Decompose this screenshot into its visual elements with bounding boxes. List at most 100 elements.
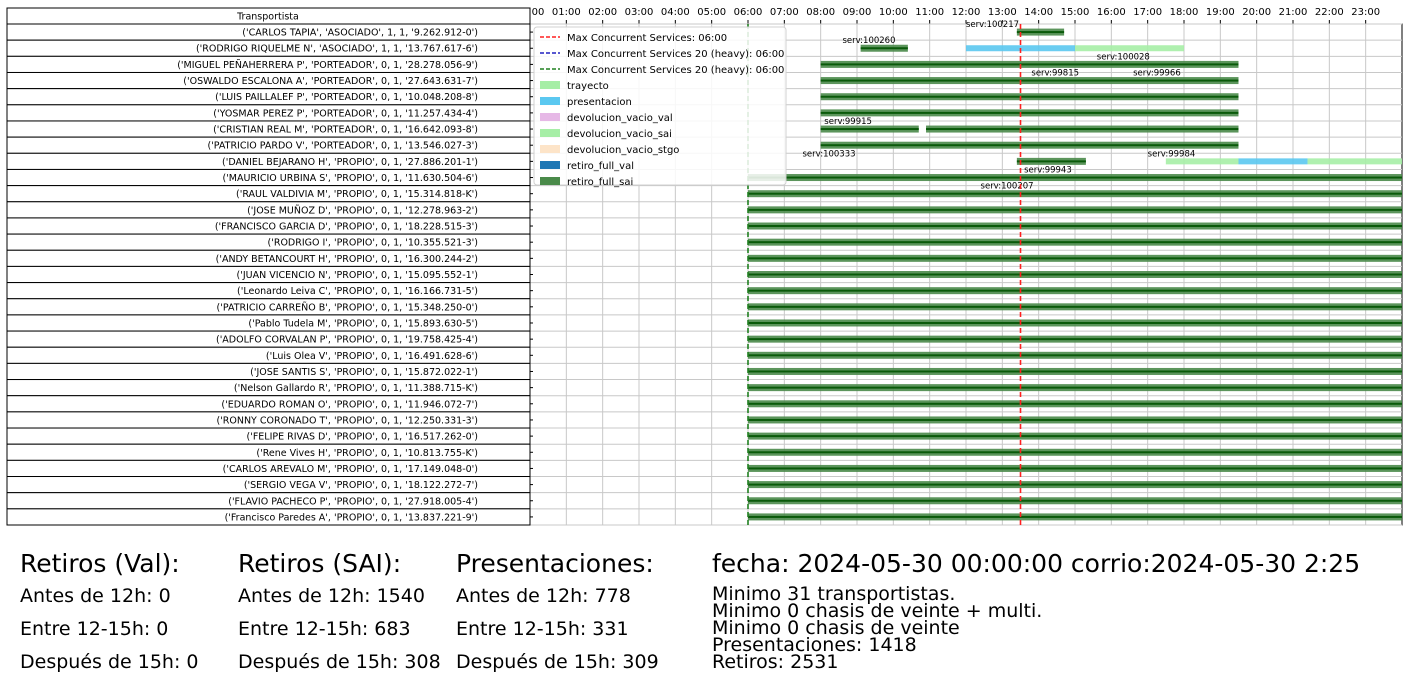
legend-swatch	[540, 177, 560, 185]
legend-swatch	[540, 97, 560, 105]
x-tick-label: 07:00	[770, 7, 799, 18]
x-tick-label: 13:00	[988, 7, 1017, 18]
table-row-label: ('RONNY CORONADO T', 'PROPIO', 0, 1, '12…	[216, 415, 478, 426]
table-row-label: ('RODRIGO RIQUELME N', 'ASOCIADO', 1, 1,…	[196, 44, 478, 55]
x-tick-label: 12:00	[952, 7, 981, 18]
service-label: serv:99815	[1031, 68, 1079, 78]
info-line: Minimo 0 chasis de veinte	[712, 617, 960, 639]
service-label: serv:99984	[1148, 149, 1196, 159]
table-row-label: ('FELIPE RIVAS D', 'PROPIO', 0, 1, '16.5…	[247, 432, 478, 443]
legend-label: trayecto	[567, 81, 609, 92]
gantt-bar-core	[926, 128, 1239, 131]
gantt-bar-core	[820, 128, 919, 131]
gantt-bar-core	[1016, 160, 1086, 163]
service-label: serv:99966	[1133, 68, 1181, 78]
x-tick-label: 14:00	[1024, 7, 1053, 18]
gantt-chart: 00:0001:0002:0003:0004:0005:0006:0007:00…	[6, 7, 1403, 526]
gantt-bar-trayecto	[1165, 158, 1239, 165]
table-row-label: ('CARLOS AREVALO M', 'PROPIO', 0, 1, '17…	[223, 464, 478, 475]
x-tick-label: 23:00	[1351, 7, 1380, 18]
legend-swatch	[540, 161, 560, 169]
x-tick-label: 11:00	[915, 7, 944, 18]
summary-retiros-val: Retiros (Val): Antes de 12h: 0 Entre 12-…	[20, 548, 199, 679]
summary-line: Después de 15h: 0	[20, 651, 199, 673]
gantt-bar-core	[748, 354, 1402, 357]
gantt-bar-core	[748, 467, 1402, 470]
legend-swatch	[540, 129, 560, 137]
legend-label: devolucion_vacio_sai	[567, 129, 672, 140]
legend-label: Max Concurrent Services 20 (heavy): 06:0…	[567, 65, 784, 76]
table-row-label: ('YOSMAR PEREZ P', 'PORTEADOR', 0, 1, '1…	[213, 108, 478, 119]
info-line: Minimo 31 transportistas.	[712, 583, 956, 605]
gantt-bar-core	[860, 47, 908, 50]
x-tick-label: 06:00	[734, 7, 763, 18]
x-tick-label: 22:00	[1315, 7, 1344, 18]
gantt-bar-core	[820, 144, 1239, 147]
x-tick-label: 18:00	[1170, 7, 1199, 18]
gantt-bar-core	[748, 305, 1402, 308]
gantt-bar-trayecto	[1307, 158, 1402, 165]
x-tick-label: 19:00	[1206, 7, 1235, 18]
table-row-label: ('Nelson Gallardo R', 'PROPIO', 0, 1, '1…	[234, 383, 478, 394]
x-tick-label: 05:00	[697, 7, 726, 18]
table-header: Transportista	[236, 12, 299, 23]
table-row-label: ('FLAVIO PACHECO P', 'PROPIO', 0, 1, '27…	[228, 496, 478, 507]
legend-swatch	[540, 113, 560, 121]
legend-label: retiro_full_val	[567, 161, 634, 172]
legend-box	[533, 26, 787, 186]
summary-line: Después de 15h: 308	[238, 651, 441, 673]
table-row-label: ('PATRICIO PARDO V', 'PORTEADOR', 0, 1, …	[207, 141, 478, 152]
gantt-bar-core	[748, 338, 1402, 341]
summary-title: Presentaciones:	[456, 549, 654, 578]
table-row-label: ('Luis Olea V', 'PROPIO', 0, 1, '16.491.…	[266, 351, 478, 362]
table-row-label: ('Rene Vives H', 'PROPIO', 0, 1, '10.813…	[256, 448, 478, 459]
gantt-bar-core	[748, 289, 1402, 292]
summary-retiros-sai: Retiros (SAI): Antes de 12h: 1540 Entre …	[238, 548, 441, 679]
gantt-bar-core	[748, 370, 1402, 373]
gantt-bar-core	[748, 241, 1402, 244]
table-row-label: ('ADOLFO CORVALAN P', 'PROPIO', 0, 1, '1…	[216, 335, 478, 346]
table-row-label: ('Francisco Paredes A', 'PROPIO', 0, 1, …	[225, 512, 478, 523]
gantt-bar-core	[820, 95, 1239, 98]
gantt-bar-presentacion	[1238, 158, 1308, 165]
legend-swatch	[540, 145, 560, 153]
table-row-label: ('DANIEL BEJARANO H', 'PROPIO', 0, 1, '2…	[222, 157, 478, 168]
x-tick-label: 03:00	[625, 7, 654, 18]
gantt-bar-core	[748, 273, 1402, 276]
gantt-bar-trayecto	[1075, 45, 1184, 52]
x-tick-label: 01:00	[552, 7, 581, 18]
table-row-label: ('CARLOS TAPIA', 'ASOCIADO', 1, 1, '9.26…	[242, 28, 478, 39]
x-tick-label: 10:00	[879, 7, 908, 18]
summary-line: Antes de 12h: 1540	[238, 585, 425, 607]
summary-line: Entre 12-15h: 0	[20, 618, 169, 640]
gantt-bar-core	[748, 451, 1402, 454]
table-row-label: ('MAURICIO URBINA S', 'PROPIO', 0, 1, '1…	[222, 173, 478, 184]
gantt-bar-core	[748, 435, 1402, 438]
summary-presentaciones: Presentaciones: Antes de 12h: 778 Entre …	[456, 548, 659, 679]
x-tick-label: 02:00	[588, 7, 617, 18]
summary-line: Entre 12-15h: 331	[456, 618, 629, 640]
table-row-label: ('Leonardo Leiva C', 'PROPIO', 0, 1, '16…	[237, 286, 478, 297]
service-label: serv:99943	[1024, 165, 1072, 175]
table-row-label: ('ANDY BETANCOURT H', 'PROPIO', 0, 1, '1…	[216, 254, 478, 265]
legend-label: retiro_full_sai	[567, 177, 633, 188]
legend-label: Max Concurrent Services 20 (heavy): 06:0…	[567, 49, 784, 60]
gantt-bar-core	[820, 111, 1239, 114]
info-line: Presentaciones: 1418	[712, 634, 917, 656]
gantt-bar-core	[748, 192, 1402, 195]
service-label: serv:99915	[824, 117, 872, 127]
x-tick-label: 15:00	[1061, 7, 1090, 18]
gantt-bar-core	[748, 208, 1402, 211]
gantt-bar-core	[748, 257, 1402, 260]
x-tick-label: 20:00	[1242, 7, 1271, 18]
summary-line: Antes de 12h: 0	[20, 585, 171, 607]
x-tick-label: 04:00	[661, 7, 690, 18]
gantt-bar-core	[820, 79, 1239, 82]
gantt-bar-core	[748, 418, 1402, 421]
info-line: Minimo 0 chasis de veinte + multi.	[712, 600, 1043, 622]
gantt-bar-core	[1016, 31, 1065, 34]
x-tick-label: 17:00	[1133, 7, 1162, 18]
gantt-bar-core	[748, 483, 1402, 486]
gantt-bar-core	[748, 402, 1402, 405]
gantt-bar-core	[748, 386, 1402, 389]
